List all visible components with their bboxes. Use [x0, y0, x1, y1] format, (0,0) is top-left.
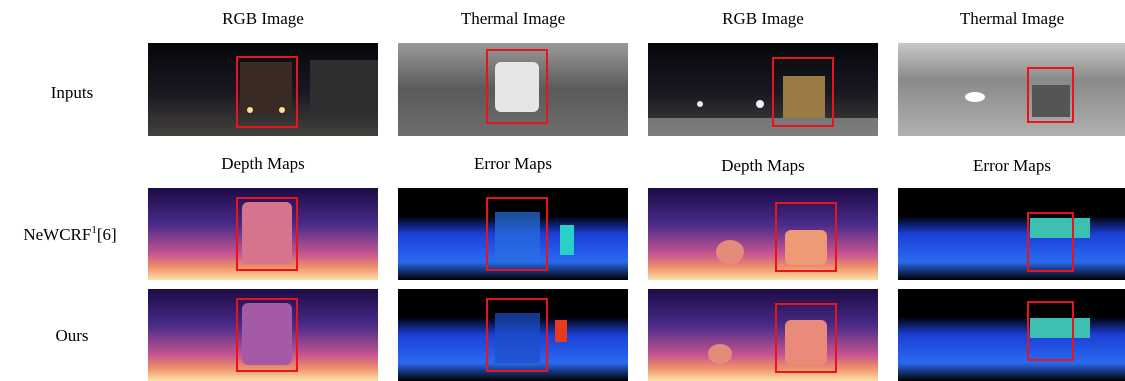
depth-map	[648, 289, 878, 381]
reference: [6]	[97, 225, 117, 244]
row-label: Inputs	[51, 83, 94, 102]
error-map	[398, 289, 628, 381]
error-map	[398, 188, 628, 280]
error-map	[898, 289, 1125, 381]
depth-map	[148, 289, 378, 381]
column-header: Thermal Image	[960, 9, 1064, 28]
column-header: RGB Image	[222, 9, 304, 28]
row-label: Ours	[55, 326, 88, 345]
column-header: RGB Image	[722, 9, 804, 28]
error-map	[898, 188, 1125, 280]
figure: RGB Image Thermal Image RGB Image Therma…	[0, 0, 1125, 381]
method-name: NeWCRF	[23, 225, 91, 244]
depth-map	[648, 188, 878, 280]
column-header: Error Maps	[474, 154, 552, 173]
thermal-image	[898, 43, 1125, 136]
column-header: Depth Maps	[221, 154, 305, 173]
depth-map	[148, 188, 378, 280]
row-label: NeWCRF1[6]	[23, 224, 116, 244]
column-header: Depth Maps	[721, 156, 805, 175]
rgb-image	[648, 43, 878, 136]
column-header: Thermal Image	[461, 9, 565, 28]
column-header: Error Maps	[973, 156, 1051, 175]
